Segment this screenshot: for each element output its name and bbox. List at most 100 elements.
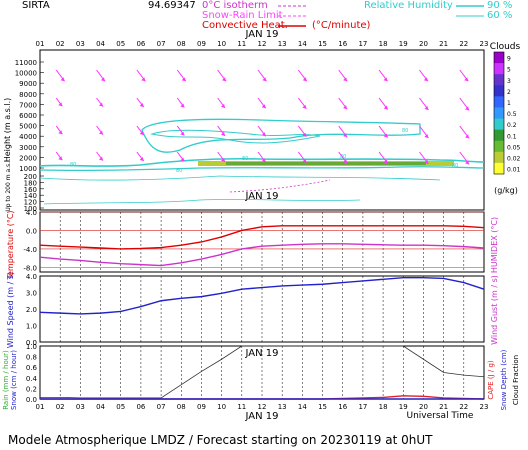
site-coordinate: 94.69347 <box>148 0 196 11</box>
colorbar-tick-label: 0.05 <box>507 144 521 151</box>
hour-tick-label: 18 <box>379 40 388 48</box>
colorbar-tick-label: 0.5 <box>507 111 517 118</box>
hour-tick-label: 12 <box>258 403 267 411</box>
colorbar-tick-label: 0.01 <box>507 167 521 174</box>
colorbar-swatch <box>494 85 504 97</box>
hour-tick-label: 20 <box>419 403 428 411</box>
wind-arrow <box>55 97 63 107</box>
hour-tick-label: 04 <box>96 403 105 411</box>
hour-tick-label: 09 <box>197 40 206 48</box>
colorbar-swatch <box>494 96 504 108</box>
x-axis-label: Universal Time <box>407 411 474 421</box>
date-label-bottom: JAN 19 <box>245 411 279 422</box>
hour-tick-label: 02 <box>56 403 65 411</box>
wind-arrow <box>459 69 469 82</box>
wind-arrow <box>96 151 104 161</box>
y-tick-label: 4.0 <box>26 209 37 217</box>
height-tick-label: 1000 <box>19 165 37 173</box>
height-tick-label: 4000 <box>19 133 37 141</box>
wind-arrow <box>55 151 63 161</box>
colorbar-tick-label: 9 <box>507 56 511 63</box>
series-line <box>39 225 485 250</box>
hour-tick-label: 13 <box>278 403 287 411</box>
height-tick-label: 3000 <box>19 144 37 152</box>
rh-contour <box>39 157 485 167</box>
cloud-band-core <box>226 162 426 165</box>
rh-legend-label: Relative Humidity <box>364 0 453 11</box>
wind-arrow <box>338 151 348 164</box>
colorbar-swatch <box>494 52 504 64</box>
date-label-top: JAN 19 <box>245 29 279 40</box>
wind-arrow <box>217 125 226 137</box>
wind-arrow <box>338 97 348 110</box>
hour-tick-label: 01 <box>36 403 45 411</box>
y-tick-label: 0.2 <box>26 385 37 393</box>
wind-arrow <box>297 69 308 82</box>
convective-heat-legend-label: Convective Heat. <box>202 20 288 31</box>
wind-grid: 4.0 3.0 2.0 1.0 0.0 <box>26 273 465 347</box>
colorbar-swatch <box>494 63 504 75</box>
hour-tick-label: 05 <box>116 40 125 48</box>
hour-tick-label: 15 <box>318 403 327 411</box>
hour-tick-label: 09 <box>197 403 206 411</box>
hour-tick-label: 07 <box>157 403 166 411</box>
hour-tick-label: 06 <box>136 40 145 48</box>
series-line <box>39 243 485 267</box>
hour-tick-label: 07 <box>157 40 166 48</box>
hour-tick-label: 11 <box>237 403 246 411</box>
rh-contour <box>150 129 321 144</box>
convective-heat-unit: (°C/minute) <box>312 20 371 31</box>
hour-ticks-top: 01 02 03 04 05 06 07 08 09 10 11 12 13 14 15 16 17 18 19 20… <box>36 40 489 48</box>
wind-arrow <box>338 125 348 138</box>
cloud-colorbar: 9 5 3 2 1 0.5 0.2 0.1 0.05 0.02 0.01 <box>493 51 521 175</box>
hour-tick-label: 19 <box>399 40 408 48</box>
y-tick-label: 0.0 <box>26 339 37 347</box>
wind-arrow <box>419 125 429 139</box>
hour-tick-label: 08 <box>177 403 186 411</box>
y-tick-label: 0.6 <box>26 364 38 372</box>
hour-tick-label: 22 <box>459 403 468 411</box>
colorbar-tick-label: 2 <box>507 89 511 96</box>
hour-tick-label: 05 <box>116 403 125 411</box>
wind-arrow <box>257 151 267 163</box>
series-line <box>40 345 485 399</box>
wind-arrow <box>55 69 65 82</box>
hour-tick-label: 23 <box>480 403 489 411</box>
colorbar-tick-label: 1 <box>507 100 511 107</box>
series-line <box>39 276 485 315</box>
y-tick-label: 0.8 <box>26 354 37 362</box>
hour-tick-label: 19 <box>399 403 408 411</box>
hour-tick-label: 18 <box>379 403 388 411</box>
colorbar-tick-label: 3 <box>507 78 511 85</box>
height-tick-label: 120 <box>24 199 37 207</box>
y-tick-label: 1.0 <box>26 323 37 331</box>
wind-arrow <box>136 151 145 162</box>
rh-contour-label: 80 <box>402 128 408 134</box>
hour-tick-label: 04 <box>96 40 105 48</box>
height-tick-label: 11000 <box>15 59 37 67</box>
rh-contour <box>43 199 361 205</box>
wind-arrow <box>378 69 388 82</box>
height-axis-label: Height (m a.s.l.) <box>3 98 12 163</box>
wind-arrow <box>257 69 267 82</box>
height-tick-label: 140 <box>24 192 37 200</box>
hour-tick-label: 17 <box>358 403 367 411</box>
height-tick-label: 200 <box>24 173 37 181</box>
rh-contour <box>141 118 421 153</box>
hour-tick-label: 14 <box>298 403 307 411</box>
y-tick-label: 4.0 <box>26 273 37 281</box>
cape-axis-label: CAPE (J / g) <box>487 360 495 400</box>
wind-arrow <box>257 125 267 137</box>
hour-tick-label: 02 <box>56 40 65 48</box>
wind-arrow <box>136 97 145 108</box>
temperature-lines <box>39 225 485 267</box>
y-tick-label: 3.0 <box>26 290 37 298</box>
height-tick-label: 160 <box>24 186 37 194</box>
wind-arrow <box>459 125 470 139</box>
wind-arrow <box>136 125 145 136</box>
hour-tick-label: 16 <box>338 40 347 48</box>
wind-arrow <box>96 125 104 135</box>
rh-contour-label: 80 <box>452 163 458 169</box>
hour-tick-label: 03 <box>76 40 85 48</box>
wind-arrow <box>297 97 307 110</box>
